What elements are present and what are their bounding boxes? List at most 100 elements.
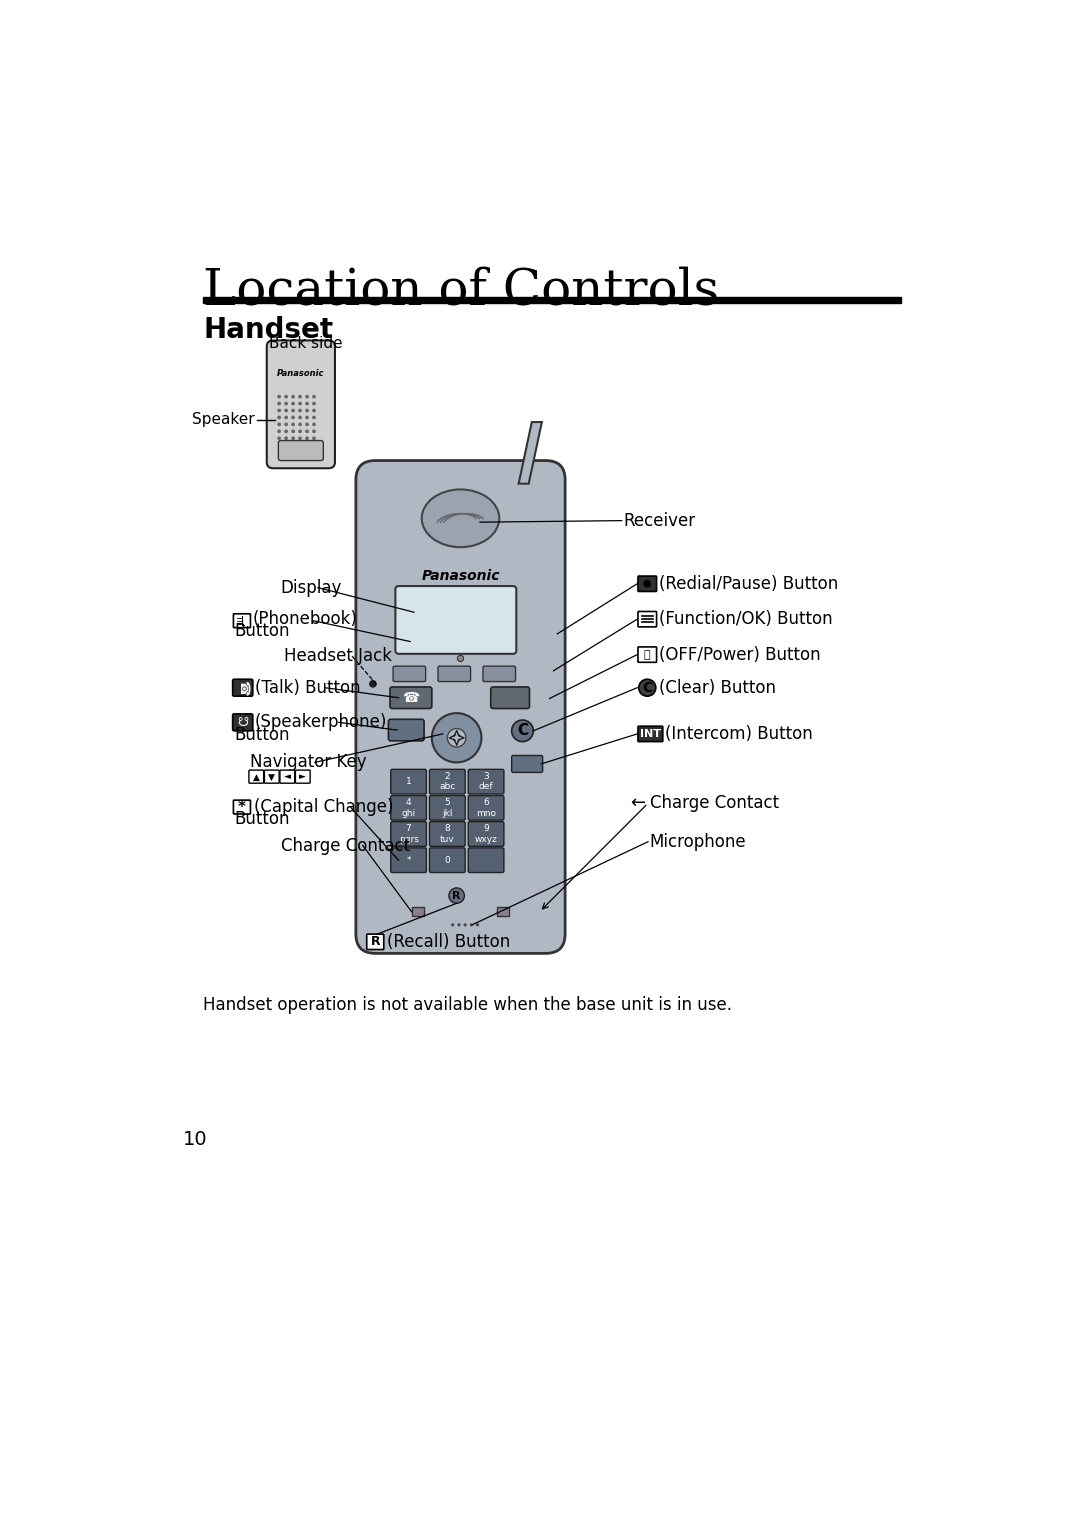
Text: Panasonic: Panasonic (278, 370, 325, 377)
Circle shape (299, 416, 301, 419)
FancyBboxPatch shape (232, 680, 253, 697)
Text: (OFF/Power) Button: (OFF/Power) Button (659, 646, 821, 663)
FancyBboxPatch shape (430, 769, 465, 795)
FancyBboxPatch shape (233, 801, 251, 814)
FancyBboxPatch shape (490, 688, 529, 709)
FancyBboxPatch shape (512, 755, 542, 773)
Text: ☎: ☎ (237, 680, 249, 695)
FancyBboxPatch shape (267, 341, 335, 468)
FancyBboxPatch shape (248, 770, 264, 784)
FancyBboxPatch shape (391, 848, 427, 872)
Circle shape (470, 923, 473, 926)
Text: 0: 0 (445, 856, 450, 865)
FancyBboxPatch shape (469, 822, 504, 847)
Circle shape (458, 923, 460, 926)
Text: ►: ► (299, 773, 307, 781)
Circle shape (299, 410, 301, 411)
Polygon shape (518, 422, 542, 484)
FancyBboxPatch shape (469, 769, 504, 795)
Circle shape (292, 423, 294, 425)
Circle shape (278, 402, 281, 405)
Circle shape (313, 423, 315, 425)
Text: *: * (406, 856, 410, 865)
FancyBboxPatch shape (483, 666, 515, 681)
Circle shape (278, 396, 281, 397)
Text: Receiver: Receiver (623, 512, 696, 530)
FancyBboxPatch shape (430, 796, 465, 821)
Text: C: C (517, 723, 528, 738)
FancyBboxPatch shape (469, 848, 504, 872)
Circle shape (306, 402, 308, 405)
Bar (411, 908, 424, 917)
Circle shape (313, 402, 315, 405)
FancyBboxPatch shape (430, 822, 465, 847)
Circle shape (285, 423, 287, 425)
Circle shape (313, 416, 315, 419)
Circle shape (278, 416, 281, 419)
Text: Display: Display (281, 579, 342, 596)
Circle shape (644, 581, 651, 588)
Text: 4
ghi: 4 ghi (402, 798, 416, 817)
FancyBboxPatch shape (638, 726, 663, 741)
Circle shape (458, 656, 463, 662)
Circle shape (447, 729, 465, 747)
Text: Headset Jack: Headset Jack (284, 648, 392, 665)
FancyBboxPatch shape (265, 770, 279, 784)
Text: (Speakerphone): (Speakerphone) (255, 714, 388, 732)
Circle shape (369, 681, 376, 688)
FancyBboxPatch shape (469, 796, 504, 821)
Text: Microphone: Microphone (649, 833, 746, 851)
Text: ▼: ▼ (268, 773, 275, 781)
Text: 1: 1 (406, 778, 411, 785)
Text: (Redial/Pause) Button: (Redial/Pause) Button (659, 575, 838, 593)
Text: ←: ← (630, 795, 645, 813)
Text: Panasonic: Panasonic (421, 568, 500, 584)
Text: ⮌: ⮌ (644, 649, 650, 660)
Text: (Intercom) Button: (Intercom) Button (665, 724, 813, 743)
Text: 6
mno: 6 mno (476, 798, 496, 817)
FancyBboxPatch shape (430, 848, 465, 872)
Circle shape (449, 888, 464, 903)
Circle shape (292, 431, 294, 432)
Circle shape (285, 437, 287, 440)
Text: Button: Button (234, 726, 289, 744)
FancyBboxPatch shape (280, 770, 295, 784)
FancyBboxPatch shape (391, 822, 427, 847)
Circle shape (306, 410, 308, 411)
Text: ▲: ▲ (253, 773, 259, 781)
Circle shape (285, 402, 287, 405)
Circle shape (306, 437, 308, 440)
Circle shape (299, 437, 301, 440)
Text: Charge Contact: Charge Contact (649, 795, 779, 813)
Circle shape (313, 437, 315, 440)
Circle shape (299, 423, 301, 425)
Circle shape (299, 402, 301, 405)
FancyBboxPatch shape (356, 460, 565, 953)
FancyBboxPatch shape (391, 796, 427, 821)
Text: Handset operation is not available when the base unit is in use.: Handset operation is not available when … (203, 996, 732, 1013)
FancyBboxPatch shape (638, 611, 657, 626)
Text: 10: 10 (183, 1131, 207, 1149)
Text: 7
pqrs: 7 pqrs (399, 824, 419, 843)
Circle shape (299, 431, 301, 432)
FancyBboxPatch shape (395, 587, 516, 654)
Text: Handset: Handset (203, 316, 334, 344)
Bar (203, 298, 901, 303)
Text: 5
jkl: 5 jkl (442, 798, 453, 817)
FancyBboxPatch shape (638, 646, 657, 662)
Text: 3
def: 3 def (478, 772, 494, 792)
Text: 9
wxyz: 9 wxyz (474, 824, 498, 843)
Text: (Talk) Button: (Talk) Button (255, 678, 361, 697)
Circle shape (313, 431, 315, 432)
Circle shape (299, 396, 301, 397)
Circle shape (292, 410, 294, 411)
Circle shape (292, 437, 294, 440)
FancyBboxPatch shape (296, 770, 310, 784)
Text: (Recall) Button: (Recall) Button (387, 932, 510, 950)
Text: Back side: Back side (269, 336, 342, 351)
Text: (Function/OK) Button: (Function/OK) Button (659, 610, 833, 628)
Circle shape (292, 416, 294, 419)
Text: (Clear) Button: (Clear) Button (659, 678, 775, 697)
Circle shape (313, 410, 315, 411)
Circle shape (306, 423, 308, 425)
